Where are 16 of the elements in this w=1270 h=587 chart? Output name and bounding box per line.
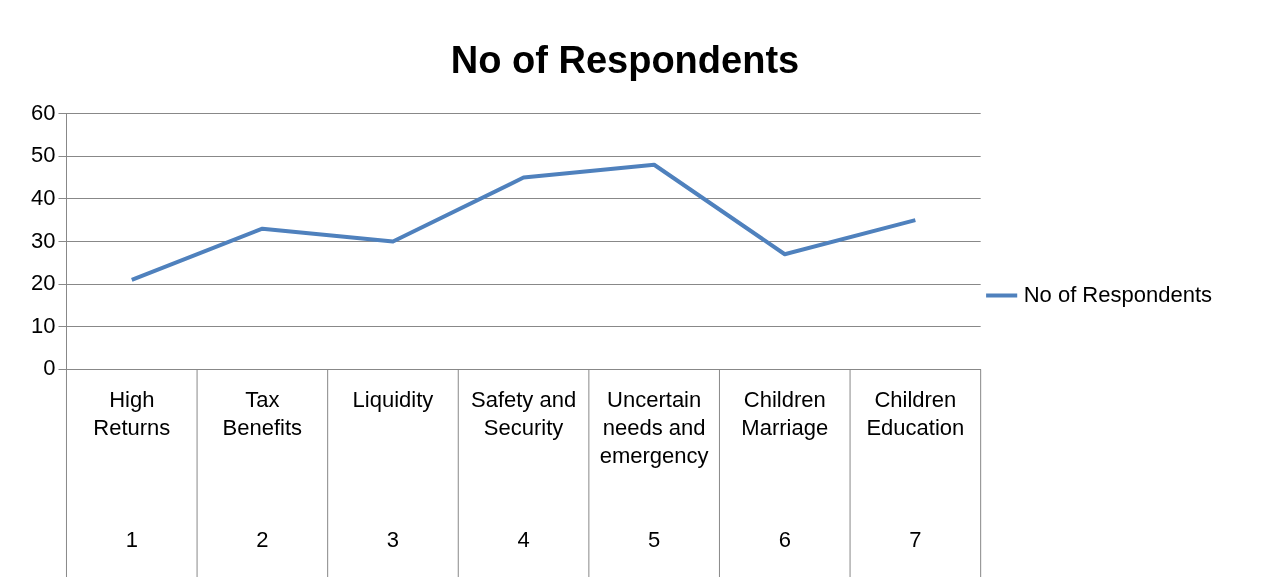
category-label: Children Education 7 — [866, 387, 965, 553]
y-tick-label: 0 — [43, 355, 56, 381]
category-label: Liquidity 3 — [352, 387, 434, 553]
y-tick-label: 50 — [30, 142, 56, 168]
category-label: Children Marriage 6 — [741, 387, 829, 553]
y-tick-label: 20 — [30, 270, 56, 296]
y-tick-label: 10 — [30, 312, 56, 338]
legend-label: No of Respondents — [1023, 281, 1212, 307]
category-label: Tax Benefits 2 — [222, 387, 303, 553]
chart-title: No of Respondents — [450, 39, 800, 82]
category-label: Safety and Security 4 — [470, 387, 577, 553]
y-tick-label: 60 — [30, 99, 56, 125]
category-label: High Returns 1 — [93, 387, 171, 553]
y-tick-label: 40 — [30, 184, 56, 210]
category-label: Uncertain needs and emergency 5 — [599, 387, 709, 553]
y-tick-label: 30 — [30, 227, 56, 253]
